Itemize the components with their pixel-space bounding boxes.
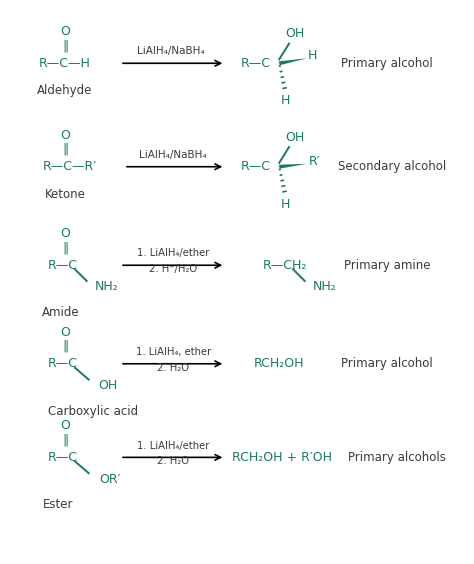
- Text: 2. H₂O: 2. H₂O: [157, 456, 189, 466]
- Polygon shape: [279, 58, 307, 65]
- Text: H: H: [281, 197, 290, 211]
- Text: R—CH₂: R—CH₂: [263, 259, 307, 272]
- Text: NH₂: NH₂: [94, 280, 118, 293]
- Text: OH: OH: [285, 131, 305, 144]
- Text: 2. H₂O: 2. H₂O: [157, 363, 189, 373]
- Text: 2. H⁺/H₂O: 2. H⁺/H₂O: [149, 264, 197, 274]
- Text: NH₂: NH₂: [313, 280, 337, 293]
- Text: O: O: [60, 25, 70, 38]
- Text: Carboxylic acid: Carboxylic acid: [48, 404, 138, 417]
- Text: Amide: Amide: [42, 306, 80, 319]
- Text: 1. LiAlH₄/ether: 1. LiAlH₄/ether: [137, 440, 210, 451]
- Text: Ketone: Ketone: [45, 188, 85, 201]
- Text: O: O: [60, 227, 70, 240]
- Text: Primary alcohols: Primary alcohols: [348, 451, 446, 464]
- Text: R—C: R—C: [48, 357, 78, 371]
- Text: R—C: R—C: [48, 451, 78, 464]
- Text: ‖: ‖: [62, 433, 68, 446]
- Text: LiAlH₄/NaBH₄: LiAlH₄/NaBH₄: [137, 46, 205, 56]
- Text: Primary amine: Primary amine: [344, 259, 430, 272]
- Text: Secondary alcohol: Secondary alcohol: [338, 160, 447, 173]
- Text: RCH₂OH: RCH₂OH: [254, 357, 304, 371]
- Text: OH: OH: [285, 27, 305, 40]
- Text: H: H: [308, 49, 317, 62]
- Text: ‖: ‖: [62, 241, 68, 254]
- Text: ‖: ‖: [62, 39, 68, 52]
- Text: R—C: R—C: [241, 57, 271, 70]
- Text: OR′: OR′: [100, 473, 121, 486]
- Text: O: O: [60, 326, 70, 339]
- Text: Ester: Ester: [43, 498, 73, 511]
- Text: ‖: ‖: [62, 143, 68, 156]
- Text: R—C—H: R—C—H: [39, 57, 91, 70]
- Text: O: O: [60, 420, 70, 433]
- Polygon shape: [279, 164, 307, 169]
- Text: Primary alcohol: Primary alcohol: [341, 357, 433, 371]
- Text: RCH₂OH + R′OH: RCH₂OH + R′OH: [232, 451, 332, 464]
- Text: R—C: R—C: [48, 259, 78, 272]
- Text: R—C: R—C: [241, 160, 271, 173]
- Text: LiAlH₄/NaBH₄: LiAlH₄/NaBH₄: [139, 150, 207, 160]
- Text: ‖: ‖: [62, 340, 68, 352]
- Text: R—C—R′: R—C—R′: [43, 160, 97, 173]
- Text: 1. LiAlH₄, ether: 1. LiAlH₄, ether: [136, 347, 211, 357]
- Text: Primary alcohol: Primary alcohol: [341, 57, 433, 70]
- Text: R′: R′: [309, 155, 320, 168]
- Text: 1. LiAlH₄/ether: 1. LiAlH₄/ether: [137, 248, 210, 258]
- Text: Aldehyde: Aldehyde: [37, 85, 93, 98]
- Text: OH: OH: [99, 379, 118, 392]
- Text: O: O: [60, 129, 70, 142]
- Text: H: H: [281, 94, 290, 107]
